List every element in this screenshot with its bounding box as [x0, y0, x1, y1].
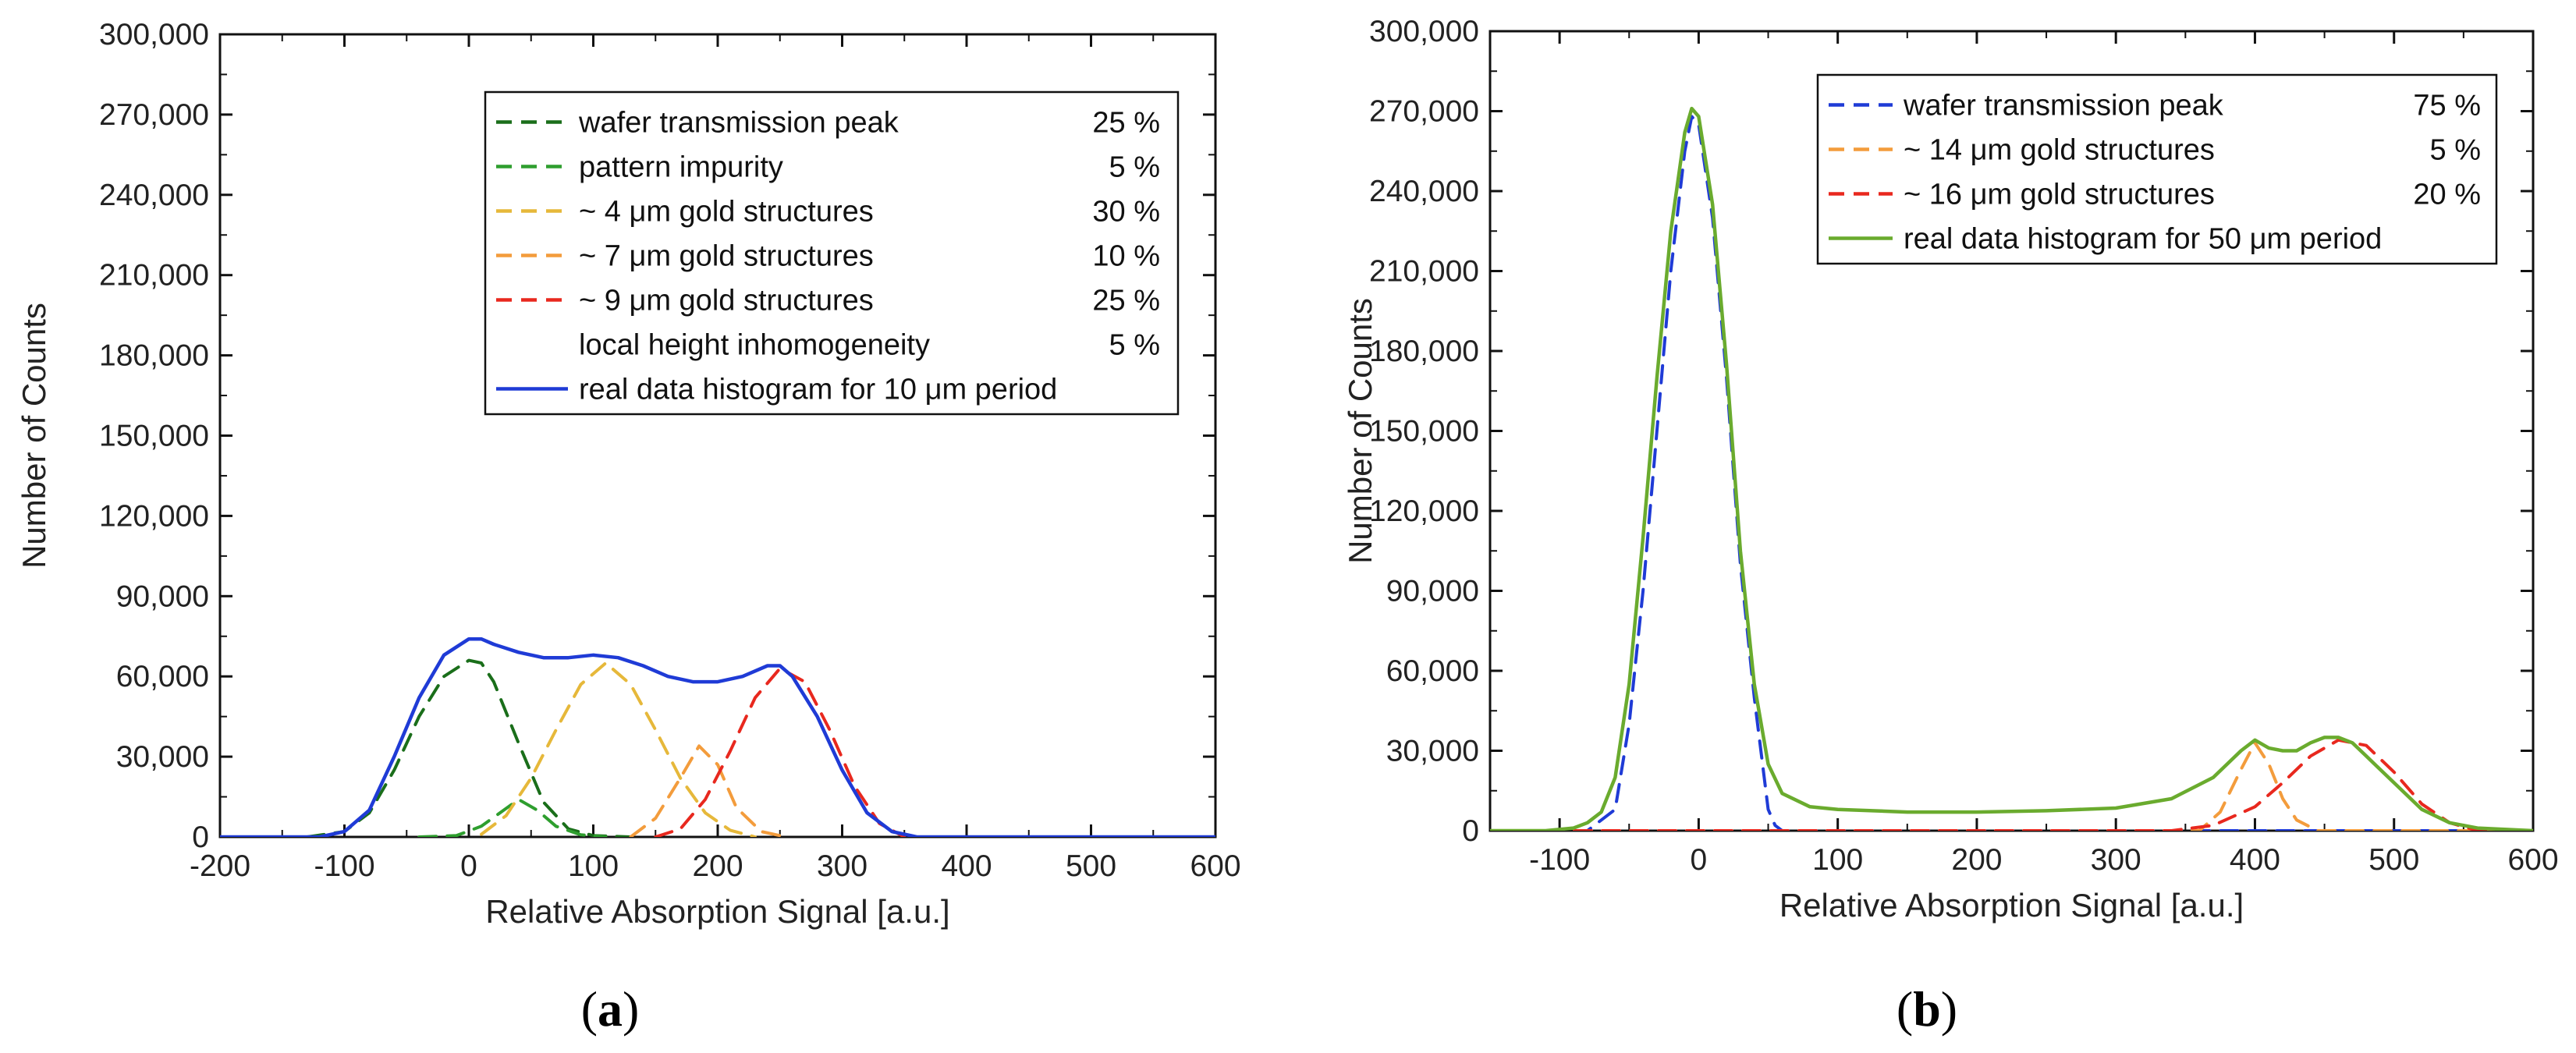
- series-line-5: [220, 636, 1215, 837]
- legend-box: [484, 90, 1180, 416]
- x-tick-label: 0: [460, 849, 477, 883]
- y-tick-label: 150,000: [1369, 415, 1479, 448]
- legend-label: ~ 4 μm gold structures: [579, 196, 874, 229]
- series-line-2: [480, 661, 757, 837]
- legend-percent: 75 %: [2413, 90, 2481, 122]
- legend-label: ~ 16 μm gold structures: [1904, 179, 2215, 211]
- chart-panel-a: 0 30,000 60,000 90,000 120,000 150,000 180,000…: [16, 18, 1241, 1037]
- x-tick-label: -200: [190, 849, 250, 883]
- y-tick-label: 60,000: [116, 660, 209, 693]
- legend-label: ~ 14 μm gold structures: [1904, 134, 2215, 167]
- x-tick-label: 100: [1812, 843, 1863, 877]
- x-tick-label: 200: [692, 849, 743, 883]
- series-line-1: [1490, 741, 2533, 831]
- legend-percent: 20 %: [2413, 179, 2481, 211]
- legend-label: wafer transmission peak: [578, 107, 899, 140]
- x-tick-label: 400: [2230, 843, 2280, 877]
- legend-label: pattern impurity: [579, 151, 783, 184]
- x-tick-label: -100: [314, 849, 374, 883]
- panel-caption: (a): [581, 981, 640, 1037]
- x-axis-label: Relative Absorption Signal [a.u.]: [1779, 887, 2244, 924]
- x-axis-label: Relative Absorption Signal [a.u.]: [485, 893, 949, 930]
- series-line-3: [629, 744, 788, 837]
- series-line-4: [654, 666, 907, 837]
- legend-percent: 30 %: [1092, 196, 1160, 229]
- legend: wafer transmission peak 75 % ~ 14 μm gold …: [1816, 73, 2498, 265]
- series-line-0: [305, 658, 633, 837]
- legend-percent: 5 %: [1109, 151, 1160, 184]
- legend-percent: 5 %: [2430, 134, 2481, 167]
- y-tick-label: 240,000: [1369, 175, 1479, 208]
- y-tick-label: 90,000: [1386, 575, 1479, 608]
- panel-caption: (b): [1897, 981, 1957, 1037]
- series-line-0: [1490, 115, 2533, 831]
- legend-box: [1816, 73, 2498, 265]
- series-line-2: [1490, 738, 2533, 831]
- y-tick-label: 210,000: [1369, 255, 1479, 289]
- y-axis-label: Number of Counts: [1342, 298, 1378, 564]
- x-tick-label: 300: [2091, 843, 2141, 877]
- x-tick-label: 500: [2368, 843, 2419, 877]
- x-tick-label: 600: [2507, 843, 2558, 877]
- y-tick-label: 270,000: [1369, 95, 1479, 129]
- legend-percent: 5 %: [1109, 329, 1160, 362]
- series-line-3: [1490, 106, 2533, 831]
- y-tick-label: 240,000: [99, 179, 209, 212]
- legend-label: ~ 7 μm gold structures: [579, 240, 874, 273]
- y-tick-label: 180,000: [99, 339, 209, 373]
- y-tick-label: 0: [1462, 814, 1479, 848]
- y-tick-label: 300,000: [1369, 15, 1479, 48]
- y-tick-label: 60,000: [1386, 654, 1479, 688]
- legend-label: real data histogram for 10 μm period: [579, 374, 1057, 406]
- legend-label: wafer transmission peak: [1903, 90, 2224, 122]
- legend-label: real data histogram for 50 μm period: [1904, 223, 2382, 256]
- y-tick-label: 210,000: [99, 259, 209, 292]
- y-axis-label: Number of Counts: [16, 303, 52, 569]
- x-tick-label: 500: [1066, 849, 1116, 883]
- y-tick-label: 120,000: [99, 499, 209, 533]
- y-tick-label: 180,000: [1369, 335, 1479, 368]
- chart-panel-b: 0 30,000 60,000 90,000 120,000 150,000 180,000…: [1342, 15, 2559, 1037]
- x-tick-label: 600: [1190, 849, 1240, 883]
- y-tick-label: 0: [192, 821, 209, 854]
- legend-percent: 10 %: [1092, 240, 1160, 273]
- legend-label: ~ 9 μm gold structures: [579, 285, 874, 317]
- x-tick-label: 0: [1691, 843, 1708, 877]
- legend-percent: 25 %: [1092, 285, 1160, 317]
- y-tick-label: 30,000: [116, 740, 209, 774]
- x-tick-label: 200: [1951, 843, 2002, 877]
- y-tick-label: 30,000: [1386, 735, 1479, 768]
- y-tick-label: 270,000: [99, 98, 209, 132]
- legend-label: local height inhomogeneity: [579, 329, 930, 362]
- legend-percent: 25 %: [1092, 107, 1160, 140]
- x-tick-label: 400: [941, 849, 992, 883]
- y-tick-label: 90,000: [116, 580, 209, 613]
- x-tick-label: 100: [568, 849, 619, 883]
- y-tick-label: 120,000: [1369, 495, 1479, 528]
- x-tick-label: -100: [1529, 843, 1590, 877]
- y-tick-label: 150,000: [99, 420, 209, 453]
- y-tick-label: 300,000: [99, 18, 209, 51]
- legend: wafer transmission peak 25 % pattern impur…: [484, 90, 1180, 416]
- x-tick-label: 300: [817, 849, 868, 883]
- series-line-1: [417, 798, 608, 837]
